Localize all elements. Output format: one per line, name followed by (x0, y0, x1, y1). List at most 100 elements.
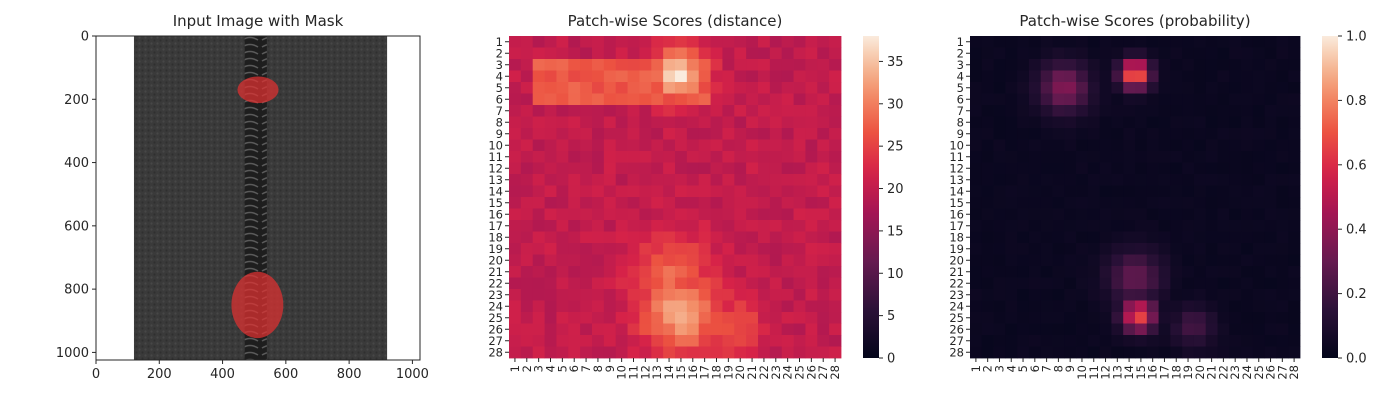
heatmap-cell (1170, 70, 1183, 83)
heatmap-cell (1111, 116, 1124, 129)
heatmap-cell (1264, 277, 1277, 290)
heatmap-cell (1005, 243, 1018, 255)
heatmap-cell (675, 254, 688, 267)
heatmap-cell (686, 70, 700, 83)
heatmap-cell (1182, 93, 1195, 106)
heatmap-cell (663, 208, 676, 221)
x-tick-label: 8 (591, 365, 605, 372)
heatmap-cell (1193, 151, 1207, 163)
heatmap-cell (1241, 300, 1254, 313)
heatmap-cell (1193, 70, 1207, 83)
heatmap-cell (686, 220, 700, 232)
heatmap-cell (710, 323, 723, 336)
heatmap-cell (568, 323, 581, 336)
heatmap-cell (686, 346, 700, 359)
heatmap-cell (1170, 243, 1183, 255)
heatmap-cell (993, 70, 1006, 83)
heatmap-cell (1288, 70, 1301, 83)
heatmap-cell (1135, 128, 1148, 140)
heatmap-cell (1241, 289, 1254, 301)
heatmap-cell (758, 36, 771, 48)
heatmap-cell (746, 139, 759, 152)
heatmap-cell (1040, 231, 1053, 244)
heatmap-cell (734, 59, 747, 71)
heatmap-cell (686, 59, 700, 71)
heatmap-cell (698, 36, 711, 48)
y-tick-label: 600 (64, 219, 89, 234)
heatmap-cell (1205, 323, 1218, 336)
heatmap-cell (970, 231, 983, 244)
heatmap-cell (758, 323, 771, 336)
heatmap-cell (1064, 82, 1077, 94)
heatmap-cell (1099, 36, 1112, 48)
heatmap-cell (1182, 323, 1195, 336)
heatmap-cell (734, 116, 747, 129)
heatmap-cell (675, 105, 688, 117)
heatmap-cell (1193, 243, 1207, 255)
heatmap-cell (603, 185, 617, 198)
heatmap-cell (1252, 139, 1266, 152)
heatmap-cell (1205, 128, 1218, 140)
heatmap-cell (592, 346, 605, 359)
heatmap-cell (1052, 162, 1065, 175)
heatmap-cell (1064, 323, 1077, 336)
heatmap-cell (592, 116, 605, 129)
heatmap-cell (1099, 105, 1112, 117)
heatmap-cell (1005, 93, 1018, 106)
heatmap-cell (532, 151, 545, 163)
heatmap-cell (568, 243, 581, 255)
heatmap-cell (1229, 185, 1242, 198)
heatmap-cell (520, 139, 534, 152)
heatmap-cell (710, 346, 723, 359)
heatmap-cell (627, 220, 640, 232)
heatmap-cell (1229, 36, 1242, 48)
heatmap-cell (1028, 323, 1042, 336)
heatmap-cell (769, 231, 783, 244)
heatmap-cell (675, 300, 688, 313)
heatmap-cell (580, 300, 593, 313)
heatmap-cell (970, 243, 983, 255)
heatmap-cell (1193, 139, 1207, 152)
heatmap-cell (603, 335, 617, 347)
heatmap-cell (1123, 36, 1136, 48)
heatmap-cell (1288, 300, 1301, 313)
x-tick-label: 8 (1051, 365, 1065, 372)
heatmap-cell (758, 47, 771, 60)
heatmap-cell (580, 139, 593, 152)
heatmap-cell (1264, 208, 1277, 221)
heatmap-cell (769, 323, 783, 336)
heatmap-cell (580, 36, 593, 48)
heatmap-cell (769, 346, 783, 359)
heatmap-cell (532, 323, 545, 336)
heatmap-cell (829, 254, 842, 267)
heatmap-cell (592, 93, 605, 106)
y-tick-label: 24 (488, 299, 503, 313)
heatmap-cell (829, 36, 842, 48)
heatmap-cell (769, 47, 783, 60)
heatmap-cell (568, 277, 581, 290)
heatmap-cell (734, 254, 747, 267)
heatmap-cell (769, 128, 783, 140)
heatmap-cell (722, 93, 735, 106)
heatmap-cell (1005, 162, 1018, 175)
heatmap-cell (1028, 277, 1042, 290)
heatmap-cell (1217, 312, 1230, 324)
heatmap-cell (1241, 36, 1254, 48)
heatmap-cell (1182, 335, 1195, 347)
heatmap-cell (544, 300, 557, 313)
heatmap-cell (1017, 162, 1030, 175)
heatmap-cell (805, 220, 818, 232)
heatmap-cell (532, 300, 545, 313)
heatmap-cell (592, 243, 605, 255)
heatmap-cell (1064, 185, 1077, 198)
heatmap-cell (1158, 82, 1171, 94)
heatmap-cell (805, 70, 818, 83)
distance-heatmap-panel: Patch-wise Scores (distance)123456789101… (488, 12, 903, 380)
heatmap-cell (734, 266, 747, 278)
heatmap-cell (1264, 312, 1277, 324)
heatmap-cell (532, 185, 545, 198)
heatmap-cell (603, 36, 617, 48)
heatmap-cell (1276, 36, 1289, 48)
heatmap-cell (1241, 174, 1254, 186)
heatmap-cell (651, 82, 664, 94)
